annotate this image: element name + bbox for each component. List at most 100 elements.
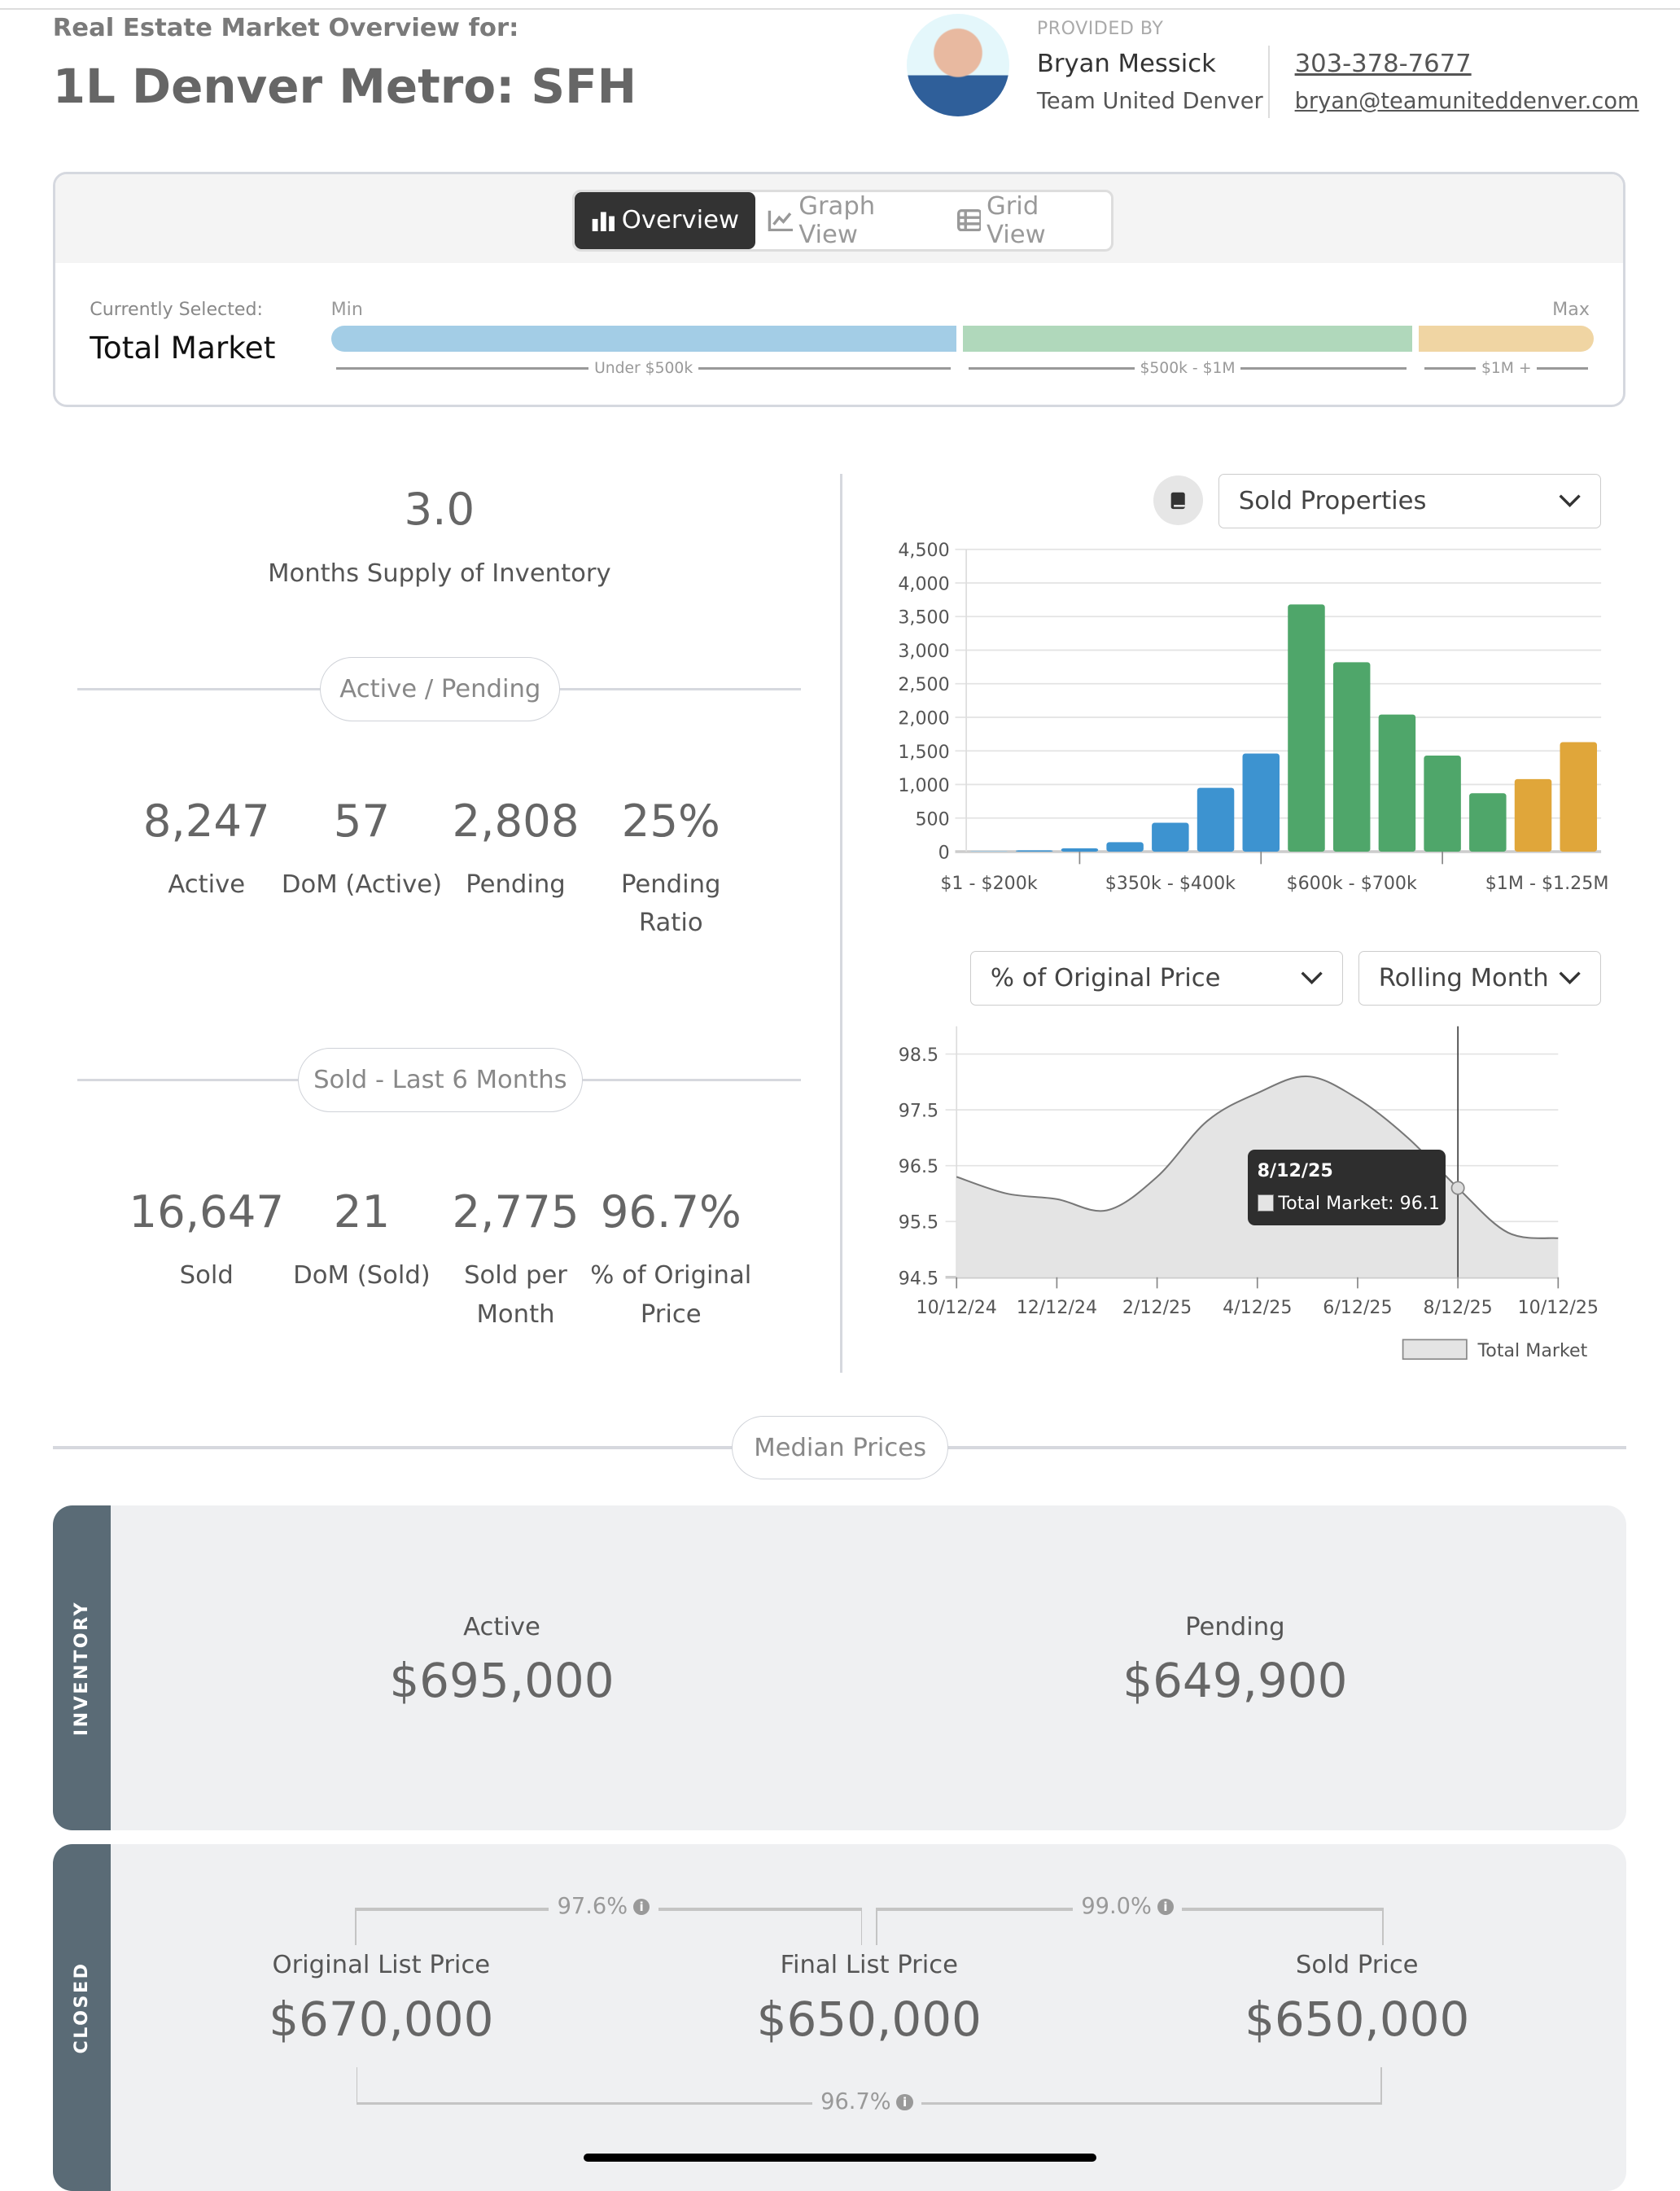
stat-value: 57 xyxy=(333,794,391,847)
pending-median-value: $649,900 xyxy=(1122,1652,1348,1708)
tab-label: Overview xyxy=(621,206,740,235)
book-icon-button[interactable] xyxy=(1153,475,1204,526)
chevron-down-icon xyxy=(1301,971,1323,984)
stat-label: Pending Ratio xyxy=(620,870,721,938)
stat-value: 96.7% xyxy=(600,1185,742,1238)
x-tick-label: 6/12/25 xyxy=(1323,1297,1392,1318)
bar xyxy=(1288,604,1325,852)
bracket-line xyxy=(354,1908,357,1946)
x-tick-label: $1M - $1.25M xyxy=(1485,873,1609,894)
tab-label: Grid View xyxy=(986,191,1046,249)
y-tick-label: 96.5 xyxy=(899,1156,938,1177)
bar xyxy=(1378,714,1416,852)
tab-label: Graph View xyxy=(798,191,876,249)
y-tick-label: 0 xyxy=(938,842,949,863)
tab-graph-view[interactable]: Graph View xyxy=(755,192,946,249)
bar xyxy=(1061,848,1099,852)
tooltip-value: Total Market: 96.1 xyxy=(1278,1192,1440,1214)
original-list-value: $670,000 xyxy=(269,1991,494,2047)
info-icon: i xyxy=(896,2093,913,2111)
y-tick-label: 97.5 xyxy=(899,1100,938,1121)
provided-by-label: PROVIDED BY xyxy=(1036,18,1164,40)
stat-label: Sold xyxy=(179,1260,234,1290)
range-segment-500k-1m[interactable] xyxy=(963,325,1412,353)
median-prices-heading: Median Prices xyxy=(732,1415,949,1480)
bar xyxy=(1197,787,1235,852)
orig-to-final-ratio[interactable]: 97.6% i xyxy=(549,1894,658,1920)
stat-value: 25% xyxy=(621,794,720,847)
tab-grid-view[interactable]: Grid View xyxy=(946,192,1111,249)
bar xyxy=(970,850,1008,852)
bar xyxy=(1332,661,1371,852)
x-tick-label: 12/12/24 xyxy=(1017,1297,1097,1318)
range-segment-1m-plus[interactable] xyxy=(1419,325,1595,353)
info-icon: i xyxy=(632,1898,650,1915)
line-chart-icon xyxy=(768,210,794,232)
tooltip-swatch xyxy=(1257,1194,1275,1212)
percent-original-price-dropdown[interactable]: % of Original Price xyxy=(970,951,1344,1006)
currently-selected-label: Currently Selected: xyxy=(90,299,264,321)
tab-overview[interactable]: Overview xyxy=(574,191,756,249)
x-tick-label: $1 - $200k xyxy=(940,873,1038,894)
email-link[interactable]: bryan@teamuniteddenver.com xyxy=(1294,88,1639,114)
months-supply-value: 3.0 xyxy=(404,482,475,535)
original-list-label: Original List Price xyxy=(272,1951,491,1980)
y-tick-label: 94.5 xyxy=(899,1268,938,1289)
inventory-side-label: INVENTORY xyxy=(71,1600,93,1736)
x-tick-label: 10/12/24 xyxy=(916,1297,996,1318)
y-tick-label: 3,500 xyxy=(898,607,949,628)
period-dropdown[interactable]: Rolling Month xyxy=(1358,951,1601,1006)
page-subtitle: Real Estate Market Overview for: xyxy=(52,14,519,43)
active-median-value: $695,000 xyxy=(389,1652,615,1708)
hover-point xyxy=(1450,1181,1465,1195)
stat-label: DoM (Active) xyxy=(281,870,443,899)
chevron-down-icon xyxy=(1559,494,1581,508)
chart-tooltip: 8/12/25 Total Market: 96.1 xyxy=(1247,1149,1446,1226)
bar xyxy=(1015,849,1053,852)
page-title: 1L Denver Metro: SFH xyxy=(52,58,637,114)
active-median-label: Active xyxy=(463,1612,540,1641)
active-pending-heading: Active / Pending xyxy=(320,657,561,721)
bracket-line xyxy=(860,1908,863,1946)
x-tick-label: 2/12/25 xyxy=(1122,1297,1192,1318)
phone-link[interactable]: 303-378-7677 xyxy=(1294,50,1472,79)
tooltip-date: 8/12/25 xyxy=(1257,1160,1333,1182)
stat-value: 2,775 xyxy=(452,1185,580,1238)
final-to-sold-ratio[interactable]: 99.0% i xyxy=(1073,1894,1183,1920)
y-tick-label: 500 xyxy=(915,808,949,830)
orig-to-sold-ratio[interactable]: 96.7% i xyxy=(812,2089,922,2115)
bracket-line xyxy=(876,1908,877,1946)
stat-label: Sold per Month xyxy=(464,1260,567,1329)
y-tick-label: 1,500 xyxy=(898,741,949,762)
stat-value: 8,247 xyxy=(142,794,270,847)
bar xyxy=(1560,742,1597,852)
filter-panel: Overview Graph View Grid View Currently … xyxy=(52,172,1625,407)
bracket-line xyxy=(1381,1908,1384,1946)
stat-value: 21 xyxy=(333,1185,391,1238)
bar-chart-icon xyxy=(593,212,615,232)
legend-label: Total Market xyxy=(1477,1340,1587,1361)
sold-properties-bar-chart: 0 500 1,000 1,500 2,000 2,500 3,000 3,500 4,000 4… xyxy=(898,540,1609,894)
x-tick-label: $600k - $700k xyxy=(1286,873,1416,894)
range-segment-under-500k[interactable] xyxy=(330,325,956,353)
agent-avatar xyxy=(906,14,1009,117)
sold-heading: Sold - Last 6 Months xyxy=(298,1048,583,1113)
stat-label: Pending xyxy=(466,870,566,899)
top-divider xyxy=(0,8,1680,10)
legend-swatch xyxy=(1402,1339,1468,1360)
inventory-card: INVENTORY Active $695,000 Pending $649,9… xyxy=(52,1505,1626,1830)
y-tick-label: 4,000 xyxy=(898,573,949,594)
y-tick-label: 2,500 xyxy=(898,674,949,695)
bar xyxy=(1424,755,1461,852)
dropdown-value: Rolling Month xyxy=(1378,963,1549,993)
currently-selected-value: Total Market xyxy=(90,329,276,366)
y-tick-label: 95.5 xyxy=(899,1212,938,1233)
y-tick-label: 3,000 xyxy=(898,641,949,662)
sold-price-value: $650,000 xyxy=(1245,1991,1470,2047)
bar xyxy=(1151,822,1189,852)
dropdown-value: Sold Properties xyxy=(1238,487,1427,516)
closed-side-label: CLOSED xyxy=(71,1961,93,2054)
metric-dropdown[interactable]: Sold Properties xyxy=(1218,474,1601,528)
bar xyxy=(1468,792,1507,852)
info-icon: i xyxy=(1157,1898,1175,1915)
